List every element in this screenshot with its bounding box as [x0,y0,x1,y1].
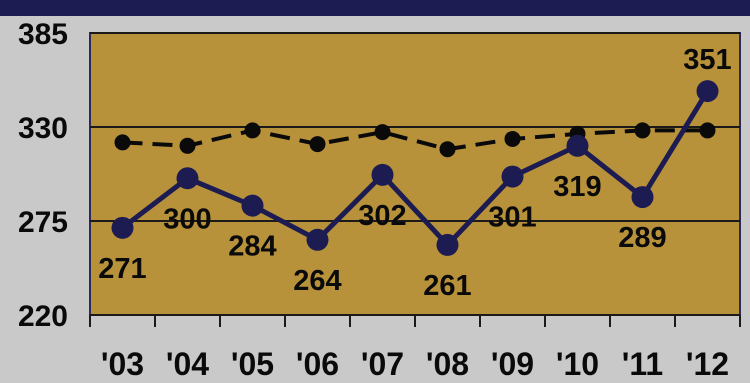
reference-series [114,122,716,158]
main-point-9 [696,80,719,103]
main-point-0 [111,216,134,239]
reference-point-1 [179,137,196,154]
main-point-4 [371,163,394,186]
data-label-9: 351 [683,44,731,76]
x-tick-label-6: '09 [491,346,534,382]
plot-area [89,32,741,316]
reference-point-6 [504,130,521,147]
reference-point-9 [699,122,716,139]
data-label-0: 271 [98,253,146,285]
x-tick-label-4: '07 [361,346,404,382]
data-label-7: 319 [553,171,601,203]
reference-point-0 [114,134,131,151]
x-tick-label-5: '08 [426,346,469,382]
gridlines [90,32,740,222]
main-point-7 [566,134,589,157]
y-tick-label-220: 220 [18,300,68,333]
data-label-4: 302 [358,200,406,232]
reference-point-8 [634,122,651,139]
x-tick-label-0: '03 [101,346,144,382]
data-labels: 271 300 284 264 302 261 301 319 289 351 [98,44,731,302]
x-tick-label-3: '06 [296,346,339,382]
x-tick-label-7: '10 [556,346,599,382]
main-point-6 [501,165,524,188]
y-tick-label-275: 275 [18,206,68,239]
reference-point-5 [439,141,456,158]
top-band [0,0,750,16]
data-label-5: 261 [423,270,471,302]
y-tick-label-385: 385 [18,18,68,51]
x-tick-label-8: '11 [622,346,663,382]
data-label-1: 300 [163,203,211,235]
reference-point-4 [374,124,391,141]
main-point-3 [306,228,329,251]
data-label-3: 264 [293,265,341,297]
main-point-5 [436,233,459,256]
main-point-8 [631,186,654,209]
reference-point-3 [309,136,326,153]
main-point-1 [176,167,199,190]
x-tick-marks [89,315,741,327]
x-tick-label-2: '05 [231,346,274,382]
x-tick-labels: '03 '04 '05 '06 '07 '08 '09 '10 '11 '12 [101,346,729,382]
x-tick-label-1: '04 [166,346,209,382]
data-label-8: 289 [618,222,666,254]
reference-series-line [122,128,708,152]
data-label-2: 284 [228,231,276,263]
y-tick-labels: 220 275 330 385 [18,18,68,333]
main-point-2 [241,194,264,217]
main-series [111,80,719,256]
main-series-line [120,89,710,249]
reference-point-2 [244,122,261,139]
y-tick-label-330: 330 [18,112,68,145]
x-tick-label-9: '12 [686,346,729,382]
data-label-6: 301 [488,202,536,234]
